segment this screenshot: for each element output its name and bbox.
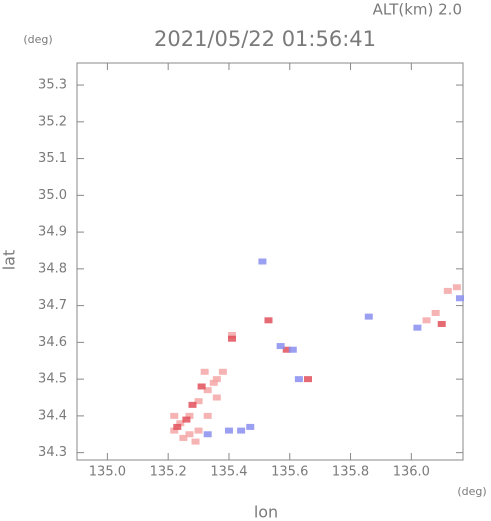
- echo-point: [258, 258, 267, 265]
- y-tick-label: 35.0: [38, 188, 67, 203]
- x-tick-label: 135.2: [150, 465, 187, 480]
- echo-point: [185, 412, 194, 419]
- x-tick-label: 135.0: [89, 465, 126, 480]
- plot-frame: [76, 62, 464, 461]
- chart-title: 2021/05/22 01:56:41: [154, 27, 376, 51]
- echo-point: [422, 317, 431, 324]
- echo-point: [170, 412, 179, 419]
- x-unit: (deg): [457, 485, 486, 498]
- echo-point: [212, 376, 221, 383]
- echo-point: [191, 438, 200, 445]
- echo-point: [294, 376, 303, 383]
- y-tick-label: 34.5: [38, 372, 67, 387]
- y-tick-label: 34.9: [38, 225, 67, 240]
- echo-point: [170, 427, 179, 434]
- echo-point: [224, 427, 233, 434]
- echo-point: [288, 346, 297, 353]
- y-tick-label: 34.8: [38, 261, 67, 276]
- y-tick-label: 34.7: [38, 298, 67, 313]
- echo-point: [237, 427, 246, 434]
- echo-point: [303, 376, 312, 383]
- echo-point: [188, 401, 197, 408]
- echo-point: [413, 324, 422, 331]
- y-tick-label: 35.1: [38, 151, 67, 166]
- echo-point: [194, 398, 203, 405]
- echo-point: [185, 431, 194, 438]
- echo-point: [203, 431, 212, 438]
- x-axis-label: lon: [254, 503, 278, 521]
- y-unit: (deg): [23, 33, 52, 46]
- echo-point: [364, 313, 373, 320]
- y-tick-label: 34.6: [38, 335, 67, 350]
- echo-point: [194, 427, 203, 434]
- echo-point: [282, 346, 291, 353]
- x-tick-label: 136.0: [393, 465, 430, 480]
- echo-point: [197, 383, 206, 390]
- echo-point: [173, 423, 182, 430]
- echo-point: [228, 332, 237, 339]
- chart-subtitle: ALT(km) 2.0: [373, 1, 462, 19]
- echo-point: [228, 335, 237, 342]
- echo-point: [246, 423, 255, 430]
- echo-point: [443, 287, 452, 294]
- echo-point: [455, 295, 464, 302]
- echo-point: [200, 368, 209, 375]
- echo-point: [431, 309, 440, 316]
- echo-point: [179, 434, 188, 441]
- echo-point: [182, 416, 191, 423]
- y-tick-label: 35.2: [38, 114, 67, 129]
- y-axis-label: lat: [0, 250, 19, 271]
- echo-point: [209, 379, 218, 386]
- echo-point: [203, 412, 212, 419]
- echo-point: [212, 394, 221, 401]
- echo-point: [176, 420, 185, 427]
- echo-point: [452, 284, 461, 291]
- echo-point: [276, 343, 285, 350]
- y-tick-label: 35.3: [38, 78, 67, 93]
- echo-point: [437, 320, 446, 327]
- x-tick-label: 135.8: [332, 465, 369, 480]
- echo-point: [218, 368, 227, 375]
- y-tick-label: 34.3: [38, 445, 67, 460]
- x-tick-label: 135.4: [210, 465, 247, 480]
- echo-point: [203, 387, 212, 394]
- y-tick-label: 34.4: [38, 408, 67, 423]
- echo-point: [264, 317, 273, 324]
- x-tick-label: 135.6: [271, 465, 308, 480]
